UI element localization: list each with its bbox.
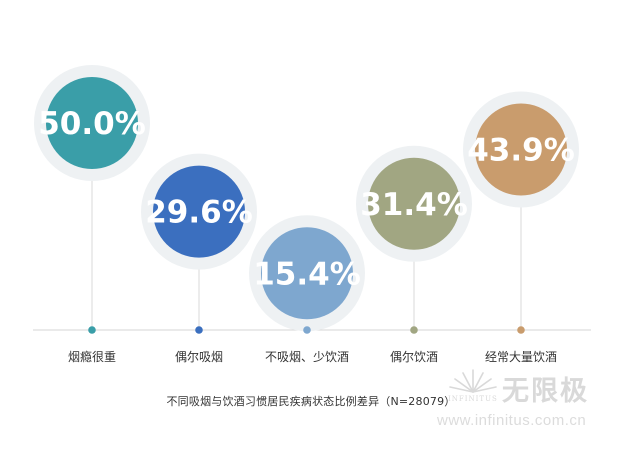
- chart-caption: 不同吸烟与饮酒习惯居民疾病状态比例差异（N=28079）: [166, 395, 456, 408]
- bubble: [46, 77, 138, 169]
- category-label: 偶尔饮酒: [390, 349, 438, 364]
- bubble: [261, 227, 353, 320]
- watermark-url: www.infinitus.com.cn: [437, 412, 587, 429]
- bubble: [368, 157, 460, 250]
- baseline-dot: [88, 326, 96, 334]
- baseline-dot: [195, 326, 203, 334]
- watermark-brand-en: INFINITUS: [448, 395, 498, 403]
- category-label: 偶尔吸烟: [175, 349, 223, 364]
- data-label: 29.6%: [145, 195, 253, 231]
- infinitus-logo-icon: [449, 369, 497, 393]
- bubble: [475, 103, 567, 196]
- category-label: 不吸烟、少饮酒: [265, 350, 349, 364]
- baseline-dot: [517, 326, 525, 334]
- baseline-dot: [303, 326, 311, 334]
- data-label: 31.4%: [360, 187, 468, 223]
- data-label: 43.9%: [467, 132, 575, 168]
- watermark-brand-cn: 无限极: [502, 376, 589, 407]
- baseline-dot: [410, 326, 418, 334]
- data-label: 50.0%: [38, 106, 146, 142]
- category-label: 经常大量饮酒: [485, 350, 557, 364]
- bubble: [153, 165, 245, 258]
- data-label: 15.4%: [253, 256, 361, 292]
- category-label: 烟瘾很重: [68, 349, 116, 364]
